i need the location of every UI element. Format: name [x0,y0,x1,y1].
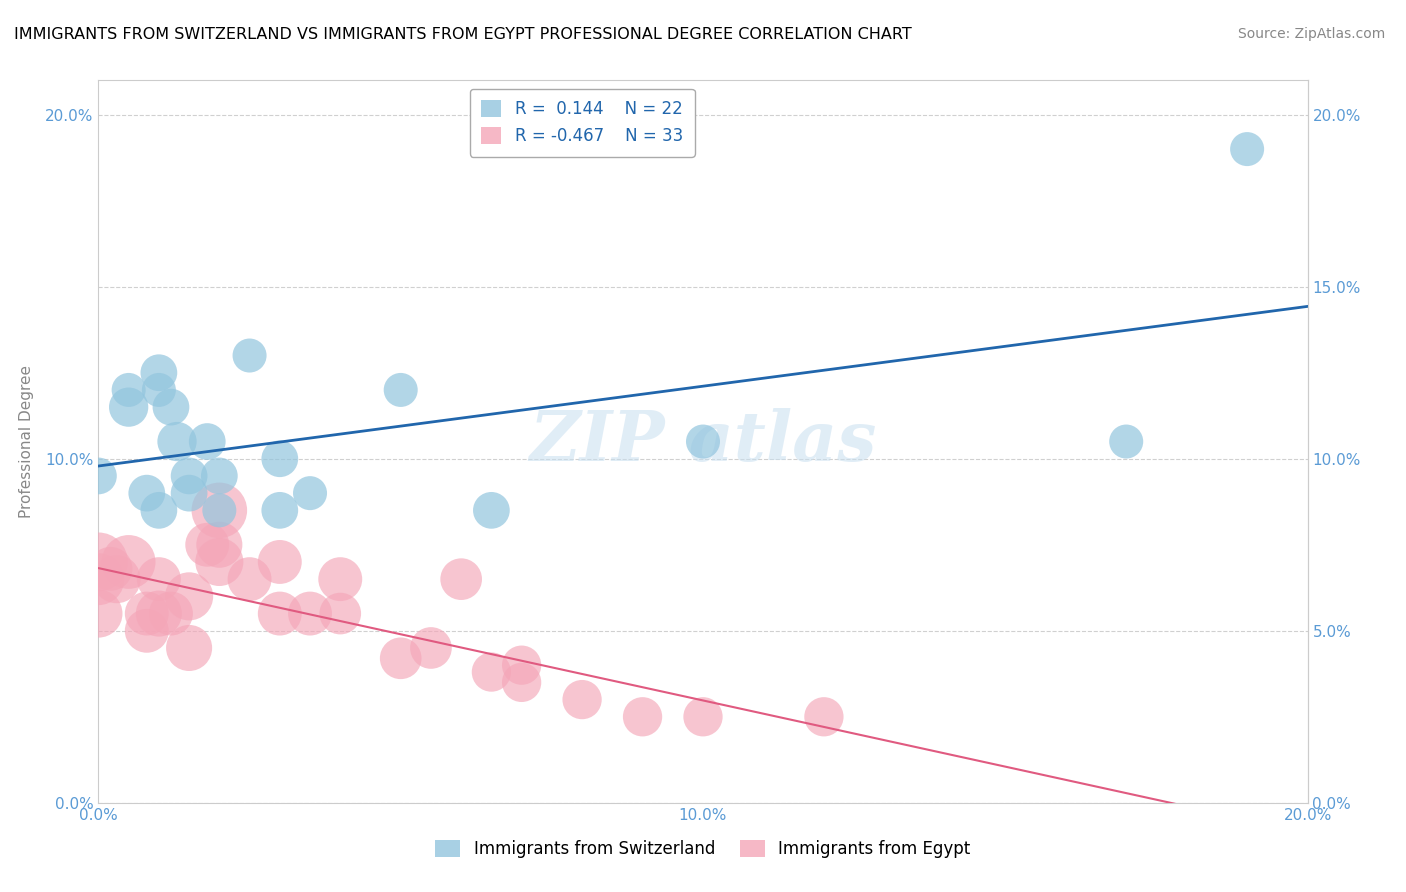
Point [239,572,262,586]
Point [631,710,654,724]
Point [100,562,122,576]
Point [179,469,201,483]
Point [329,572,352,586]
Point [179,486,201,500]
Point [148,607,170,621]
Point [420,640,443,655]
Point [118,400,141,414]
Point [571,692,593,706]
Point [481,665,503,679]
Point [208,538,231,552]
Point [510,675,533,690]
Text: IMMIGRANTS FROM SWITZERLAND VS IMMIGRANTS FROM EGYPT PROFESSIONAL DEGREE CORRELA: IMMIGRANTS FROM SWITZERLAND VS IMMIGRANT… [14,27,912,42]
Point [195,538,218,552]
Point [160,607,183,621]
Point [118,383,141,397]
Point [510,658,533,673]
Legend: Immigrants from Switzerland, Immigrants from Egypt: Immigrants from Switzerland, Immigrants … [427,832,979,867]
Point [481,503,503,517]
Point [269,555,291,569]
Point [1115,434,1137,449]
Point [239,349,262,363]
Point [118,555,141,569]
Point [813,710,835,724]
Point [269,503,291,517]
Point [148,572,170,586]
Point [195,434,218,449]
Point [135,624,157,638]
Point [179,590,201,604]
Point [148,383,170,397]
Point [208,503,231,517]
Point [1236,142,1258,156]
Point [389,651,412,665]
Point [450,572,472,586]
Point [208,503,231,517]
Text: Source: ZipAtlas.com: Source: ZipAtlas.com [1237,27,1385,41]
Point [389,383,412,397]
Text: ZIP atlas: ZIP atlas [529,408,877,475]
Point [148,503,170,517]
Point [105,572,128,586]
Point [208,555,231,569]
Point [179,640,201,655]
Point [269,607,291,621]
Point [692,434,714,449]
Point [148,366,170,380]
Point [135,486,157,500]
Point [160,400,183,414]
Point [87,469,110,483]
Point [87,607,110,621]
Point [692,710,714,724]
Point [299,607,322,621]
Point [166,434,188,449]
Point [135,607,157,621]
Point [87,572,110,586]
Point [269,451,291,466]
Point [87,555,110,569]
Point [208,469,231,483]
Point [299,486,322,500]
Y-axis label: Professional Degree: Professional Degree [20,365,34,518]
Point [329,607,352,621]
